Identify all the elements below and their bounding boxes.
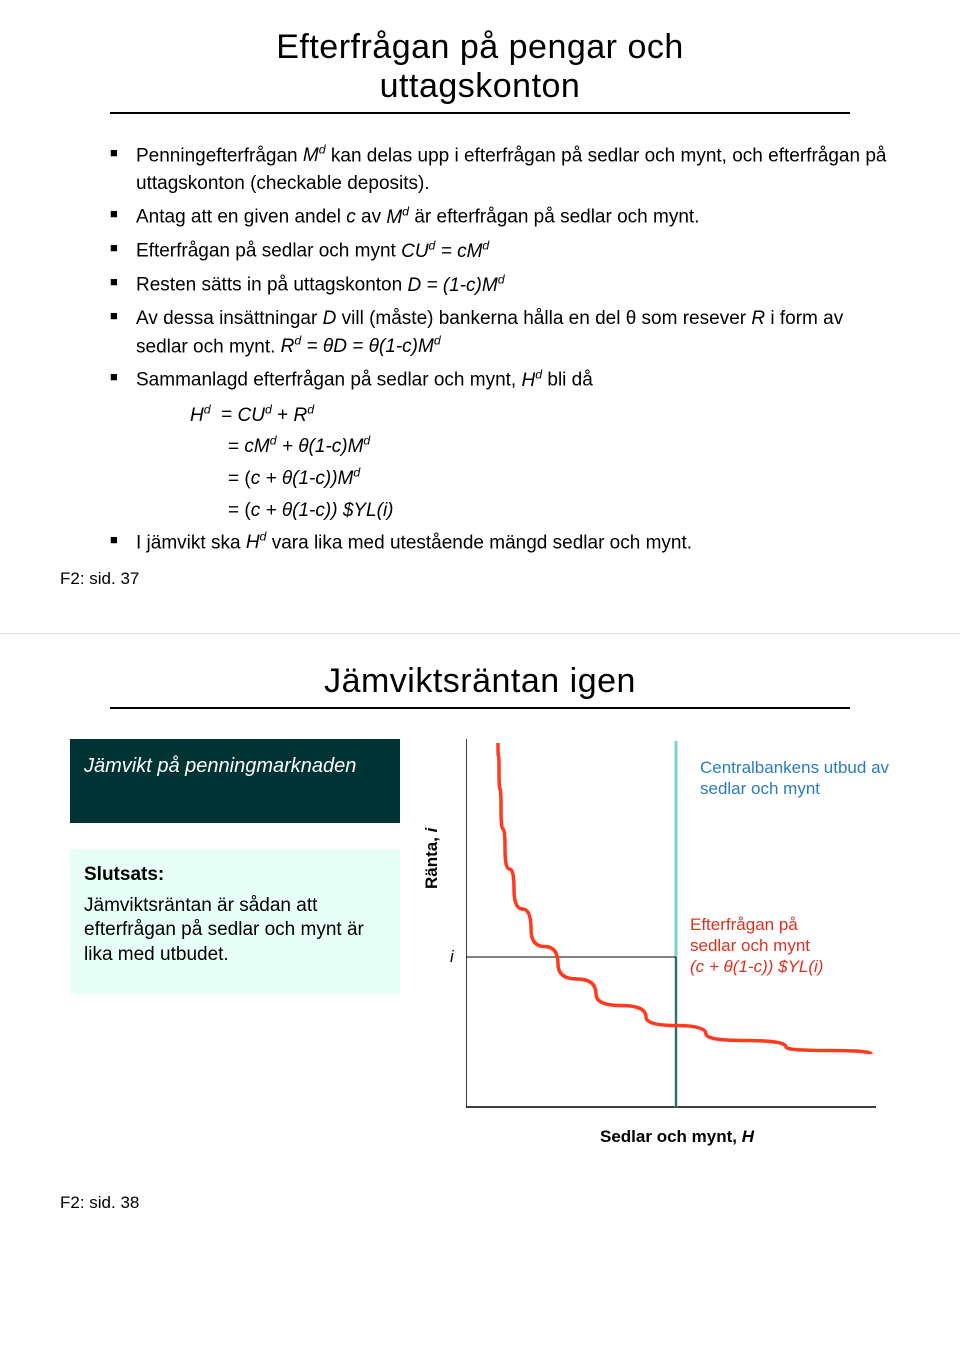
conclusion-head: Slutsats: [84,863,386,888]
derivation-block: Hd = CUd + Rd = cMd + θ(1-c)Md = (c + θ(… [190,400,890,525]
bullet-3: Efterfrågan på sedlar och mynt CUd = cMd [110,237,890,265]
conclusion-box: Slutsats: Jämviktsräntan är sådan att ef… [70,849,400,994]
chart-wrap: Ränta, i i Centralbankens utbud av sedla… [430,739,890,1159]
slide-1: Efterfrågan på pengar och uttagskonton P… [0,0,960,609]
demand-curve [498,743,871,1054]
equilibrium-box: Jämvikt på penningmarknaden [70,739,400,823]
bullet-2: Antag att en given andel c av Md är efte… [110,203,890,231]
title-line1: Efterfrågan på pengar och [276,28,684,66]
deriv-l3: = (c + θ(1-c))Md [228,464,890,494]
bullet-1: Penningefterfrågan Md kan delas upp i ef… [110,142,890,197]
slide-2-chart-col: Ränta, i i Centralbankens utbud av sedla… [430,739,890,1159]
slide-1-title: Efterfrågan på pengar och uttagskonton [70,28,890,106]
chart-i-tick: i [450,947,454,967]
slide-2-left-col: Jämvikt på penningmarknaden Slutsats: Jä… [70,739,400,994]
bullet-list: Penningefterfrågan Md kan delas upp i ef… [110,142,890,394]
slide-1-footer: F2: sid. 37 [60,569,890,589]
title-line2: uttagskonton [380,67,581,105]
deriv-l2: = cMd + θ(1-c)Md [228,432,890,462]
chart-xlabel: Sedlar och mynt, H [600,1127,754,1147]
title-rule-2 [110,707,850,709]
bullet-6: Sammanlagd efterfrågan på sedlar och myn… [110,366,890,394]
slide-divider [0,633,960,634]
bullet-5: Av dessa insättningar D vill (måste) ban… [110,305,890,360]
bullet-4: Resten sätts in på uttagskonton D = (1-c… [110,271,890,299]
deriv-l4: = (c + θ(1-c)) $YL(i) [228,496,890,525]
slide-2-title: Jämviktsräntan igen [70,662,890,701]
slide-2-body: Jämvikt på penningmarknaden Slutsats: Jä… [70,739,890,1159]
slide-2-footer: F2: sid. 38 [60,1193,890,1213]
bullet-7: I jämvikt ska Hd vara lika med uteståend… [110,529,890,557]
conclusion-body: Jämviktsräntan är sådan att efterfrågan … [84,894,386,968]
bullet-list-2: I jämvikt ska Hd vara lika med uteståend… [110,529,890,557]
slide-2: Jämviktsräntan igen Jämvikt på penningma… [0,652,960,1233]
chart-svg [466,739,886,1119]
title-rule [110,112,850,114]
chart-ylabel: Ränta, i [422,828,442,889]
deriv-l1: Hd = CUd + Rd [190,400,890,430]
